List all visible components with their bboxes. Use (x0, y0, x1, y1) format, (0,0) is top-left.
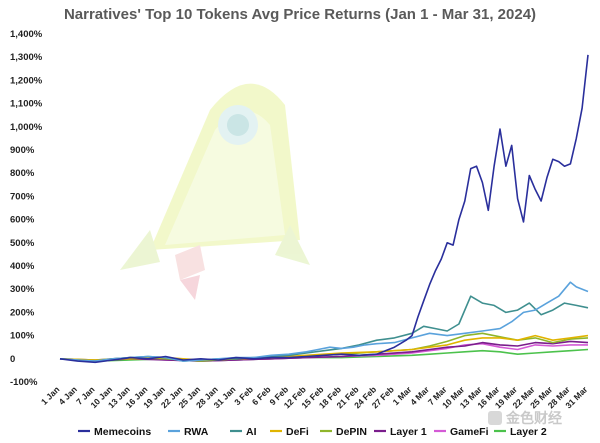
chart-title: Narratives' Top 10 Tokens Avg Price Retu… (63, 6, 537, 23)
y-tick-label: 1,100% (10, 99, 43, 110)
legend-label: AI (246, 426, 257, 438)
y-tick-label: 1,400% (10, 29, 43, 40)
x-tick-label: 6 Feb (250, 384, 273, 407)
y-tick-label: 200% (10, 307, 35, 318)
y-tick-label: 1,300% (10, 52, 43, 63)
y-tick-label: 1,000% (10, 122, 43, 133)
plot-area (59, 54, 589, 364)
watermark: 金色财经 (488, 410, 562, 426)
y-tick-label: 300% (10, 284, 35, 295)
watermark-text: 金色财经 (505, 410, 562, 426)
legend-label: Layer 1 (390, 426, 427, 438)
y-tick-label: 100% (10, 331, 35, 342)
y-tick-label: 600% (10, 215, 35, 226)
y-axis: 1,400% 1,300% 1,200% 1,100% 1,000% 900% 800% 70… (10, 29, 43, 388)
legend-label: DeFi (286, 426, 309, 438)
series-line-ai (59, 295, 589, 362)
legend-label: GameFi (450, 426, 489, 438)
y-tick-label: 400% (10, 261, 35, 272)
x-tick-label: 1 Mar (391, 384, 414, 407)
y-tick-label: 0 (10, 354, 15, 365)
y-tick-label: 800% (10, 168, 35, 179)
x-tick-label: 3 Feb (232, 384, 255, 407)
y-tick-label: 900% (10, 145, 35, 156)
legend-label: DePIN (336, 426, 367, 438)
x-tick-label: 1 Jan (39, 384, 61, 406)
y-tick-label: 1,200% (10, 75, 43, 86)
y-tick-label: 500% (10, 238, 35, 249)
legend-label: RWA (184, 426, 209, 438)
legend: Memecoins RWA AI DeFi DePIN Layer 1 GameFi Laye… (78, 426, 547, 438)
series-line-memecoins (59, 54, 589, 364)
y-tick-label: -100% (10, 377, 38, 388)
watermark-logo-icon (488, 411, 502, 425)
y-tick-label: 700% (10, 191, 35, 202)
rocket-illustration (120, 83, 310, 300)
series-line-rwa (59, 281, 589, 362)
x-tick-label: 4 Jan (57, 384, 79, 406)
legend-label: Memecoins (94, 426, 151, 438)
legend-label: Layer 2 (510, 426, 547, 438)
